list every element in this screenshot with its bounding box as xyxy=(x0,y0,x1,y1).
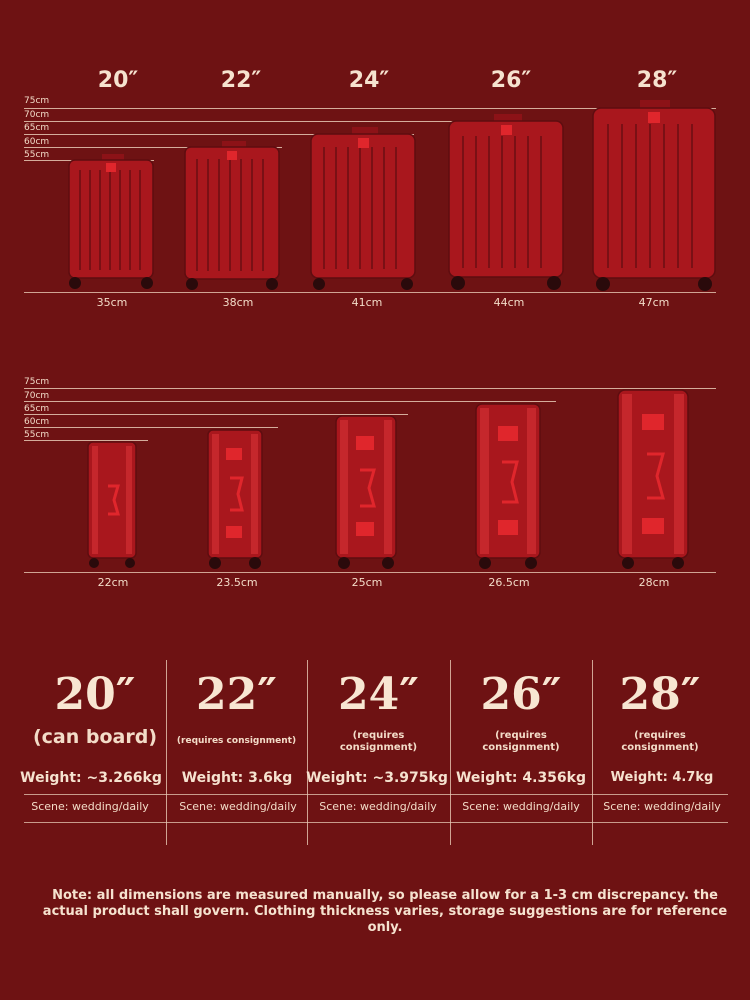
scene-22: Scene: wedding/daily xyxy=(179,800,297,813)
side-baseline xyxy=(24,572,716,573)
suitcase-front-26 xyxy=(448,114,564,290)
weight-22: Weight: 3.6kg xyxy=(181,770,293,786)
depth-label-22: 23.5cm xyxy=(216,576,258,589)
size-header-26: 26″ xyxy=(490,68,532,93)
suitcase-side-20 xyxy=(87,441,137,568)
column-divider xyxy=(450,660,451,845)
model-note: (can board) xyxy=(32,726,158,748)
scene-20: Scene: wedding/daily xyxy=(31,800,149,813)
height-line-70 xyxy=(24,121,556,122)
size-header-22: 22″ xyxy=(220,68,262,93)
front-baseline xyxy=(24,292,716,293)
width-label-26: 44cm xyxy=(493,296,525,309)
height-tick: 70cm xyxy=(24,391,50,401)
side-height-line-55 xyxy=(24,440,148,441)
model-size: 26″ xyxy=(480,669,562,720)
side-height-line-65 xyxy=(24,414,408,415)
weight-24: Weight: ~3.975kg xyxy=(306,770,448,786)
model-column-26: 26″ (requires consignment) xyxy=(450,660,592,845)
depth-label-26: 26.5cm xyxy=(488,576,530,589)
height-tick: 65cm xyxy=(24,123,50,133)
table-row-divider xyxy=(24,794,728,795)
suitcase-side-28 xyxy=(617,389,689,569)
height-tick: 60cm xyxy=(24,137,50,147)
model-note: (requires consignment) xyxy=(176,736,297,746)
scene-26: Scene: wedding/daily xyxy=(462,800,580,813)
side-height-line-70 xyxy=(24,401,556,402)
suitcase-front-24 xyxy=(310,127,416,290)
depth-label-24: 25cm xyxy=(351,576,383,589)
column-divider xyxy=(166,660,167,845)
suitcase-front-22 xyxy=(184,141,280,290)
weight-28: Weight: 4.7kg xyxy=(610,770,714,785)
suitcase-side-24 xyxy=(335,415,397,569)
model-column-20: 20″ (can board) xyxy=(24,660,166,845)
height-line-65 xyxy=(24,134,414,135)
model-note: (requires consignment) xyxy=(339,730,418,753)
width-label-20: 35cm xyxy=(96,296,128,309)
model-column-28: 28″ (requires consignment) xyxy=(592,660,728,845)
suitcase-front-28 xyxy=(592,100,716,291)
side-height-line-60 xyxy=(24,427,278,428)
model-size: 20″ xyxy=(54,669,136,720)
width-label-22: 38cm xyxy=(222,296,254,309)
height-tick: 60cm xyxy=(24,417,50,427)
model-note: (requires consignment) xyxy=(482,730,560,753)
column-divider xyxy=(307,660,308,845)
model-size: 22″ xyxy=(196,669,277,720)
height-tick: 75cm xyxy=(24,96,50,106)
height-tick: 55cm xyxy=(24,430,50,440)
model-size: 24″ xyxy=(338,669,419,720)
height-tick: 55cm xyxy=(24,150,50,160)
scene-28: Scene: wedding/daily xyxy=(603,800,721,813)
suitcase-side-26 xyxy=(475,403,541,569)
height-tick: 65cm xyxy=(24,404,50,414)
width-label-24: 41cm xyxy=(351,296,383,309)
suitcase-side-22 xyxy=(207,429,263,569)
model-column-24: 24″ (requires consignment) xyxy=(307,660,450,845)
disclaimer-note: Note: all dimensions are measured manual… xyxy=(42,888,728,935)
suitcase-front-20 xyxy=(68,154,154,289)
side-height-line-75 xyxy=(24,388,716,389)
weight-20: Weight: ~3.266kg xyxy=(20,770,162,786)
height-tick: 75cm xyxy=(24,377,50,387)
size-header-28: 28″ xyxy=(636,68,678,93)
model-column-22: 22″ (requires consignment) xyxy=(166,660,307,845)
column-divider xyxy=(592,660,593,845)
depth-label-28: 28cm xyxy=(638,576,670,589)
depth-label-20: 22cm xyxy=(97,576,129,589)
scene-24: Scene: wedding/daily xyxy=(319,800,437,813)
width-label-28: 47cm xyxy=(638,296,670,309)
size-header-20: 20″ xyxy=(97,68,139,93)
height-tick: 70cm xyxy=(24,110,50,120)
size-header-24: 24″ xyxy=(348,68,390,93)
height-line-60 xyxy=(24,147,282,148)
model-size: 28″ xyxy=(619,669,701,720)
weight-26: Weight: 4.356kg xyxy=(455,770,587,786)
table-bottom-line xyxy=(24,822,728,823)
height-line-75 xyxy=(24,108,716,109)
model-note: (requires consignment) xyxy=(621,730,699,753)
